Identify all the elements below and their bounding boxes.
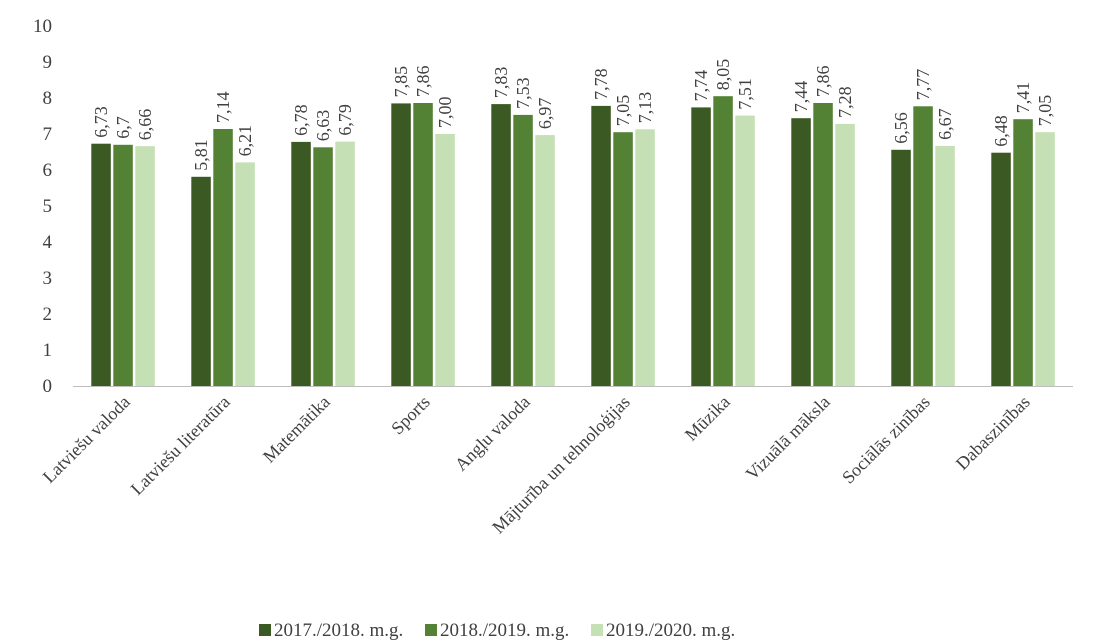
bar-data-label: 7,41 — [1013, 82, 1033, 114]
legend-swatch — [259, 624, 271, 636]
bar — [1013, 119, 1033, 386]
bar — [835, 123, 855, 387]
bar-data-label: 7,05 — [613, 95, 633, 127]
bar — [613, 132, 633, 386]
bar-data-label: 7,83 — [491, 67, 511, 99]
bar — [913, 106, 933, 387]
bar-data-label: 6,56 — [891, 112, 911, 144]
bar — [291, 141, 311, 386]
bar — [735, 115, 755, 386]
bar — [513, 114, 533, 387]
bar-data-label: 7,85 — [391, 66, 411, 98]
bar — [535, 135, 555, 386]
bar-data-label: 6,78 — [291, 104, 311, 136]
bar — [335, 141, 355, 386]
bar-data-label: 7,05 — [1035, 95, 1055, 127]
y-tick-label: 9 — [43, 52, 53, 73]
bar — [313, 147, 333, 386]
bar-data-label: 7,14 — [213, 92, 233, 124]
bar-data-label: 8,05 — [713, 59, 733, 91]
bar — [991, 152, 1011, 386]
bar-data-label: 6,21 — [235, 125, 255, 157]
bar-data-label: 6,79 — [335, 104, 355, 136]
y-tick-label: 1 — [43, 340, 53, 361]
legend: 2017./2018. m.g. 2018./2019. m.g. 2019./20… — [259, 620, 735, 641]
bar — [1035, 132, 1055, 386]
data-labels: 6,73 6,7 6,665,817,146,216,78 6,63 6,797,85 7… — [91, 59, 1055, 171]
bar — [235, 162, 255, 386]
bar — [491, 104, 511, 386]
y-tick-label: 2 — [43, 304, 53, 325]
bar-data-label: 7,86 — [813, 66, 833, 98]
y-tick-label: 7 — [43, 124, 53, 145]
bar — [713, 96, 733, 386]
bar — [791, 118, 811, 386]
bar-data-label: 6,7 — [113, 116, 133, 139]
x-category-label: Angļu valoda — [451, 392, 534, 475]
x-category-label: Sports — [387, 392, 434, 439]
x-category-label: Mūzika — [681, 392, 734, 445]
bar — [413, 103, 433, 386]
bar-data-label: 7,53 — [513, 77, 533, 109]
bar — [113, 144, 133, 386]
bar-data-label: 7,74 — [691, 70, 711, 102]
x-category-label: Latviešu literatūra — [127, 392, 234, 499]
bar-data-label: 7,13 — [635, 92, 655, 124]
bar — [135, 146, 155, 386]
y-tick-label: 6 — [43, 160, 53, 181]
bar-data-label: 6,66 — [135, 109, 155, 141]
bar — [91, 143, 111, 386]
bar-data-label: 7,78 — [591, 68, 611, 100]
legend-label: 2017./2018. m.g. — [274, 620, 403, 641]
bar — [213, 129, 233, 386]
y-axis: 0 1 2 3 4 5 6 7 8 9 10 — [33, 16, 53, 397]
bar — [435, 134, 455, 386]
bar-data-label: 7,77 — [913, 69, 933, 101]
x-category-label: Dabaszinības — [952, 392, 1034, 474]
bar — [935, 145, 955, 386]
legend-label: 2019./2020. m.g. — [606, 620, 735, 641]
y-tick-label: 4 — [43, 232, 53, 253]
bar-data-label: 5,81 — [191, 139, 211, 171]
bar-data-label: 7,86 — [413, 66, 433, 98]
y-tick-label: 0 — [43, 376, 53, 397]
bar-data-label: 7,00 — [435, 97, 455, 129]
bar-data-label: 7,51 — [735, 78, 755, 110]
bar — [191, 176, 211, 386]
bar-data-label: 6,63 — [313, 110, 333, 142]
x-category-label: Latviešu valoda — [39, 392, 134, 487]
bar-data-label: 7,28 — [835, 86, 855, 118]
legend-label: 2018./2019. m.g. — [440, 620, 569, 641]
bar — [591, 105, 611, 387]
bar-data-label: 6,67 — [935, 108, 955, 140]
y-tick-label: 10 — [33, 16, 52, 37]
bar — [391, 103, 411, 387]
bar — [635, 129, 655, 387]
bar-data-label: 6,97 — [535, 98, 555, 130]
x-category-label: Sociālās zinības — [838, 392, 934, 488]
bar-data-label: 6,48 — [991, 115, 1011, 147]
bar — [891, 149, 911, 386]
bar — [813, 103, 833, 386]
bar — [691, 107, 711, 387]
x-category-label: Vizuālā māksla — [742, 392, 834, 484]
bars — [91, 96, 1055, 387]
legend-swatch — [425, 624, 437, 636]
bar-data-label: 7,44 — [791, 81, 811, 113]
y-tick-label: 8 — [43, 88, 53, 109]
legend-swatch — [591, 624, 603, 636]
y-tick-label: 5 — [43, 196, 53, 217]
bar-data-label: 6,73 — [91, 106, 111, 138]
y-tick-label: 3 — [43, 268, 53, 289]
x-category-label: Matemātika — [259, 392, 334, 467]
